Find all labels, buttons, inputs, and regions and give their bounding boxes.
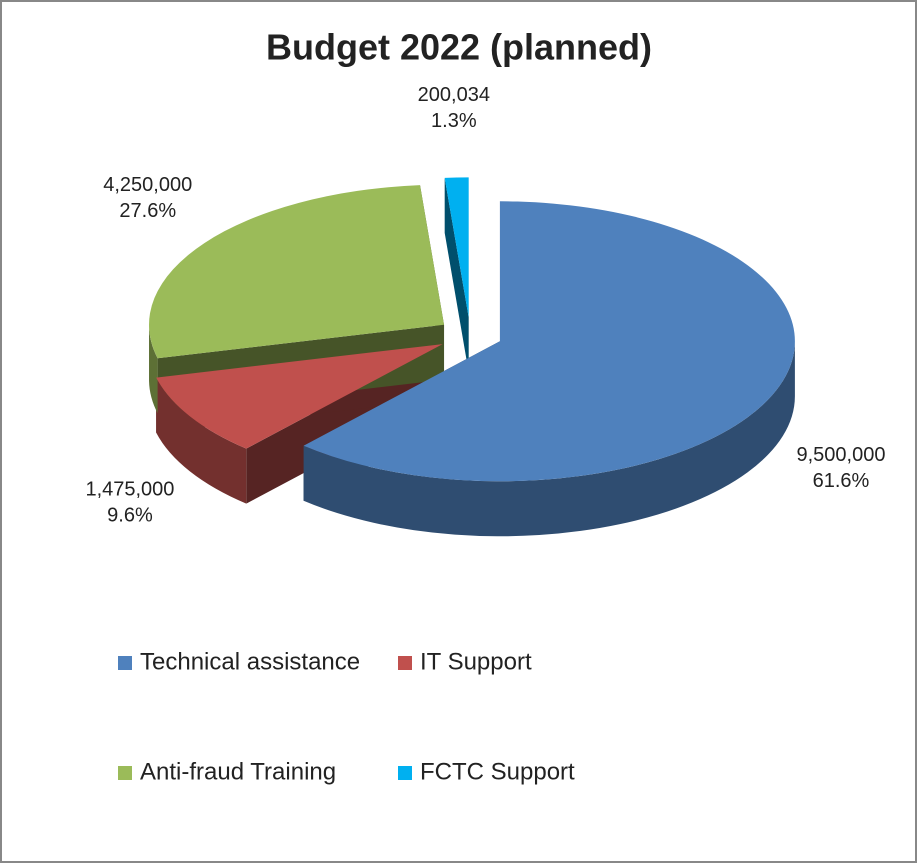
pie-slice	[444, 177, 469, 318]
data-label: 1.3%	[431, 110, 477, 132]
slice-side	[149, 324, 158, 414]
chart-title: Budget 2022 (planned)	[266, 27, 652, 68]
slice-tops	[149, 177, 795, 482]
pie-slice	[149, 185, 445, 359]
legend-swatch	[118, 766, 132, 780]
slice-side	[156, 377, 247, 504]
data-label: 1,475,000	[85, 479, 174, 501]
legend-swatch	[398, 766, 412, 780]
data-label: 27.6%	[119, 200, 176, 222]
data-label: 4,250,000	[103, 174, 192, 196]
legend-label: FCTC Support	[420, 758, 575, 785]
legend-label: IT Support	[420, 648, 532, 675]
pie-slice	[156, 344, 443, 449]
data-label: 200,034	[418, 84, 490, 106]
legend-swatch	[398, 656, 412, 670]
legend-label: Technical assistance	[140, 648, 360, 675]
data-label: 9,500,000	[796, 444, 885, 466]
slice-radial-wall	[444, 177, 469, 373]
data-label: 9.6%	[107, 505, 153, 527]
legend-label: Anti-fraud Training	[140, 758, 336, 785]
legend-swatch	[118, 656, 132, 670]
data-label: 61.6%	[813, 470, 870, 492]
pie-slice	[303, 201, 795, 482]
slice-outer-walls	[149, 324, 795, 537]
slice-side	[303, 341, 795, 537]
